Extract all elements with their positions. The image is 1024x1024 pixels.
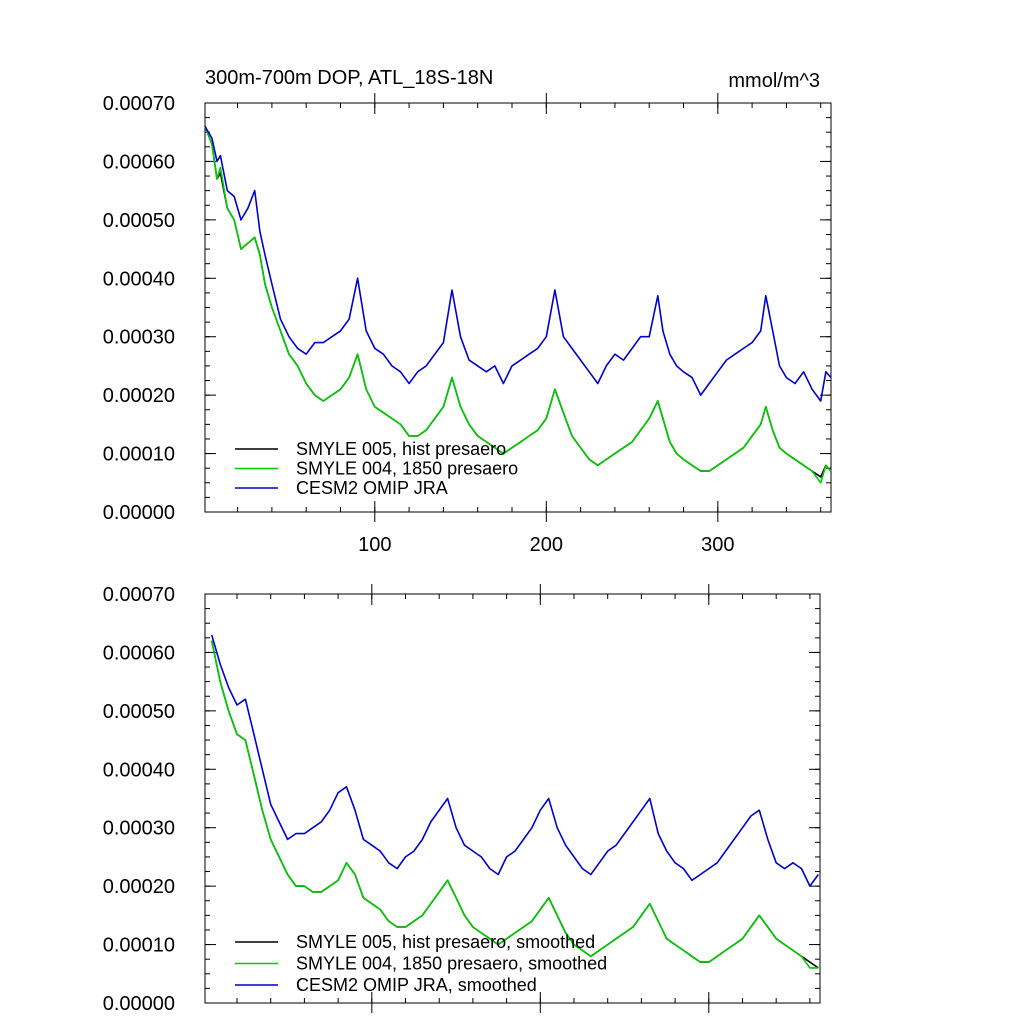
x-tick-label: 100 bbox=[358, 534, 391, 556]
x-tick-label: 300 bbox=[701, 534, 734, 556]
y-tick-label: 0.00070 bbox=[103, 584, 175, 606]
y-tick-label: 0.00010 bbox=[103, 935, 175, 957]
legend-label-3: CESM2 OMIP JRA bbox=[296, 478, 448, 498]
legend-label-1: SMYLE 005, hist presaero bbox=[296, 439, 506, 459]
top-panel: 300m-700m DOP, ATL_18S-18N mmol/m^3 100 2… bbox=[103, 67, 832, 556]
y-tick-label: 0.00020 bbox=[103, 876, 175, 898]
top-panel-units: mmol/m^3 bbox=[728, 70, 820, 92]
y-tick-label: 0.00010 bbox=[103, 444, 175, 466]
top-plot-area: 100 200 300 0.00000 0.00010 0.00020 0.00030 0.0… bbox=[103, 93, 832, 556]
legend-label-2: SMYLE 004, 1850 presaero bbox=[296, 459, 518, 479]
y-tick-label: 0.00030 bbox=[103, 327, 175, 349]
top-panel-title: 300m-700m DOP, ATL_18S-18N bbox=[205, 67, 493, 89]
y-tick-label: 0.00020 bbox=[103, 385, 175, 407]
y-tick-label: 0.00040 bbox=[103, 759, 175, 781]
series-line-2 bbox=[210, 640, 819, 969]
bottom-panel: 0.00000 0.00010 0.00020 0.00030 0.00040 0.000… bbox=[103, 584, 821, 1015]
legend-label-3: CESM2 OMIP JRA, smoothed bbox=[296, 975, 537, 995]
y-tick-label: 0.00040 bbox=[103, 268, 175, 290]
series-line-2 bbox=[204, 126, 832, 484]
series-line-3 bbox=[204, 125, 832, 402]
bottom-plot-area: 0.00000 0.00010 0.00020 0.00030 0.00040 0.000… bbox=[103, 584, 821, 1015]
y-tick-label: 0.00030 bbox=[103, 818, 175, 840]
y-tick-label: 0.00000 bbox=[103, 502, 175, 524]
x-tick-label: 200 bbox=[530, 534, 563, 556]
y-tick-label: 0.00070 bbox=[103, 93, 175, 115]
y-tick-label: 0.00060 bbox=[103, 151, 175, 173]
y-tick-label: 0.00050 bbox=[103, 701, 175, 723]
legend-label-1: SMYLE 005, hist presaero, smoothed bbox=[296, 932, 595, 952]
y-tick-label: 0.00060 bbox=[103, 642, 175, 664]
legend-label-2: SMYLE 004, 1850 presaero, smoothed bbox=[296, 954, 607, 974]
series-line-3 bbox=[210, 634, 819, 887]
y-tick-label: 0.00000 bbox=[103, 993, 175, 1015]
y-tick-label: 0.00050 bbox=[103, 210, 175, 232]
